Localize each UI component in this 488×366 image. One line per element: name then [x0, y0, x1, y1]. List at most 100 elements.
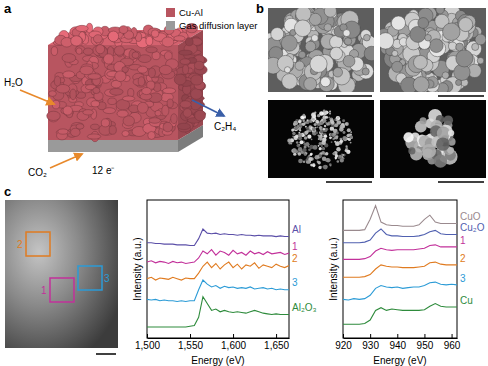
particle: [305, 159, 307, 161]
x-tick: 950: [417, 334, 434, 351]
grain: [70, 89, 76, 100]
electron-label: 12 e⁻: [92, 165, 115, 176]
particle: [311, 113, 316, 118]
grain: [333, 68, 342, 77]
particle: [306, 142, 310, 146]
particle: [312, 164, 315, 167]
grain: [83, 110, 94, 115]
grain: [49, 91, 57, 97]
particle: [307, 135, 311, 139]
particle: [292, 132, 296, 136]
grain: [47, 111, 61, 120]
grain: [472, 43, 479, 50]
particle: [306, 152, 308, 154]
particle: [408, 147, 415, 154]
chart: 920930940950960CuOCu₂O123CuEnergy (eV)In…: [328, 200, 485, 366]
particle: [434, 155, 447, 168]
grain: [162, 37, 174, 47]
particle: [343, 154, 346, 157]
grain: [101, 119, 109, 127]
grain: [155, 110, 161, 116]
scale-bar: [438, 181, 484, 183]
particle: [326, 158, 330, 162]
grain: [343, 30, 350, 37]
grain: [93, 35, 102, 43]
particle: [322, 157, 326, 161]
grain: [163, 122, 173, 131]
particle: [339, 155, 342, 158]
particle: [346, 147, 348, 149]
grain: [304, 77, 317, 90]
grain: [91, 101, 100, 107]
particle: [321, 166, 323, 168]
particle: [337, 160, 340, 163]
scale-bar: [326, 95, 372, 97]
grain: [148, 68, 155, 78]
x-tick: 960: [444, 334, 461, 351]
grain: [149, 118, 161, 124]
stem-image: 123: [5, 200, 118, 354]
tick-mark: [452, 334, 453, 338]
particle: [336, 132, 339, 135]
grain: [91, 124, 100, 129]
particle: [310, 153, 313, 156]
particle: [334, 118, 336, 120]
particle: [337, 117, 339, 119]
particle: [302, 148, 306, 152]
particle: [330, 134, 333, 137]
particle: [324, 154, 326, 156]
grain: [146, 47, 157, 53]
x-tick: 920: [335, 334, 352, 351]
grain: [108, 98, 117, 105]
chart: 1,5001,5501,6001,650Al123Al₂O₃Energy (eV…: [132, 200, 317, 366]
particle: [293, 121, 298, 126]
grain: [429, 39, 443, 53]
particle: [314, 123, 317, 126]
particle: [315, 131, 318, 134]
particle: [317, 161, 319, 163]
particle: [321, 121, 324, 124]
particle: [311, 139, 313, 141]
series-label: Al: [292, 224, 301, 235]
grain: [282, 74, 298, 90]
region-box: [78, 266, 102, 290]
grain: [343, 55, 355, 67]
grain: [185, 38, 193, 46]
grain: [167, 99, 173, 108]
particle: [311, 112, 316, 117]
grain: [159, 65, 172, 74]
particle: [350, 131, 352, 133]
particle: [329, 110, 331, 112]
spectrum-line: [343, 206, 457, 231]
panel-label: b: [256, 1, 264, 16]
tick-mark: [276, 334, 277, 338]
particle: [304, 153, 307, 156]
panel-label: a: [4, 1, 12, 16]
grain: [171, 114, 178, 124]
grain: [456, 43, 464, 51]
figure: aCu-AlGas diffusion layerH₂OC₂H₄CO₂12 e⁻…: [0, 0, 488, 366]
grain: [456, 80, 462, 86]
particle: [323, 165, 328, 170]
y-axis-title: Intensity (a.u.): [328, 237, 339, 300]
grain: [58, 129, 68, 134]
image-background: [380, 100, 486, 178]
image-background: [268, 100, 374, 178]
grain: [194, 61, 204, 70]
particle: [298, 147, 302, 151]
grain: [330, 35, 343, 48]
legend-swatch: [166, 21, 175, 30]
grain: [119, 26, 128, 34]
grain: [151, 30, 159, 38]
grain: [324, 8, 336, 17]
particle: [436, 137, 449, 150]
particle: [324, 125, 326, 127]
particle: [322, 147, 325, 150]
particle: [315, 155, 320, 160]
panel-label: c: [4, 184, 11, 199]
spectrum-line: [343, 229, 457, 243]
grain: [138, 66, 148, 73]
tick-label: 950: [417, 340, 434, 351]
particle: [298, 152, 302, 156]
particle: [323, 128, 326, 131]
